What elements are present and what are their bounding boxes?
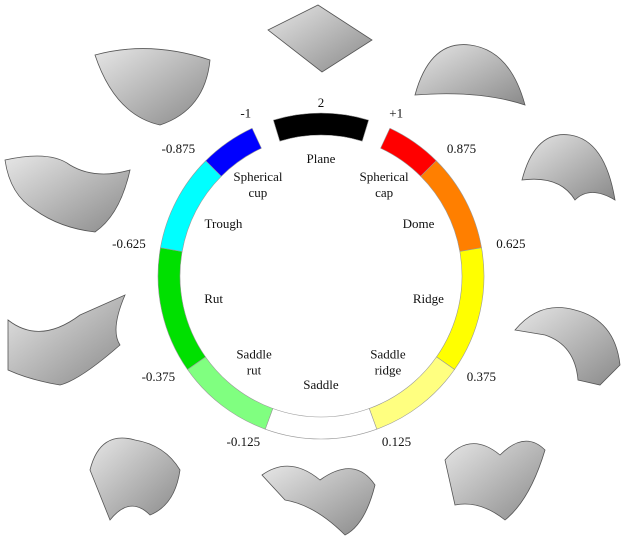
segment-label: ridge	[375, 362, 402, 377]
surface-saddle-ridge	[444, 440, 546, 521]
boundary-value: -0.125	[227, 434, 261, 449]
boundary-value: 0.625	[496, 236, 525, 251]
ring-segment	[264, 408, 378, 440]
segment-label: Spherical	[233, 169, 282, 184]
segment-label: Ridge	[413, 291, 444, 306]
surface-spherical-cup	[94, 48, 211, 126]
surface-illustrations	[4, 4, 621, 536]
surface-plane	[267, 4, 373, 73]
segment-label: Saddle	[370, 346, 406, 361]
boundary-value: -1	[240, 106, 251, 121]
segment-label: Spherical	[360, 169, 409, 184]
ring-segment	[436, 247, 485, 370]
segment-label: cap	[375, 185, 393, 200]
ring-segment	[157, 247, 206, 370]
ring-segment	[160, 160, 222, 252]
surface-dome	[521, 134, 616, 201]
surface-trough	[4, 155, 131, 233]
boundary-value: +1	[389, 106, 403, 121]
segment-label: cup	[249, 185, 268, 200]
segment-label: Trough	[205, 216, 243, 231]
surface-saddle-rut	[89, 437, 181, 521]
surface-ridge	[514, 307, 621, 386]
surface-rut	[7, 294, 126, 386]
surface-spherical-cap	[414, 44, 526, 106]
boundary-value: -0.875	[162, 141, 196, 156]
boundary-value: 2	[318, 95, 325, 110]
segment-label: rut	[247, 362, 262, 377]
boundary-value: -0.625	[112, 236, 146, 251]
ring-segment	[205, 127, 262, 177]
boundary-value: 0.375	[467, 369, 496, 384]
boundary-value: -0.375	[142, 369, 176, 384]
segment-label: Plane	[307, 151, 336, 166]
segment-label: Rut	[204, 291, 223, 306]
segment-label: Saddle	[236, 346, 272, 361]
boundary-value: 0.875	[447, 141, 476, 156]
boundary-value: 0.125	[382, 434, 411, 449]
ring-segment	[272, 112, 370, 142]
segment-label: Saddle	[303, 377, 339, 392]
shape-index-ring: PlaneSphericalcapDomeRidgeSaddleridgeSad…	[112, 95, 525, 449]
segment-label: Dome	[403, 216, 435, 231]
surface-saddle	[261, 465, 376, 536]
ring-segment	[420, 160, 482, 252]
